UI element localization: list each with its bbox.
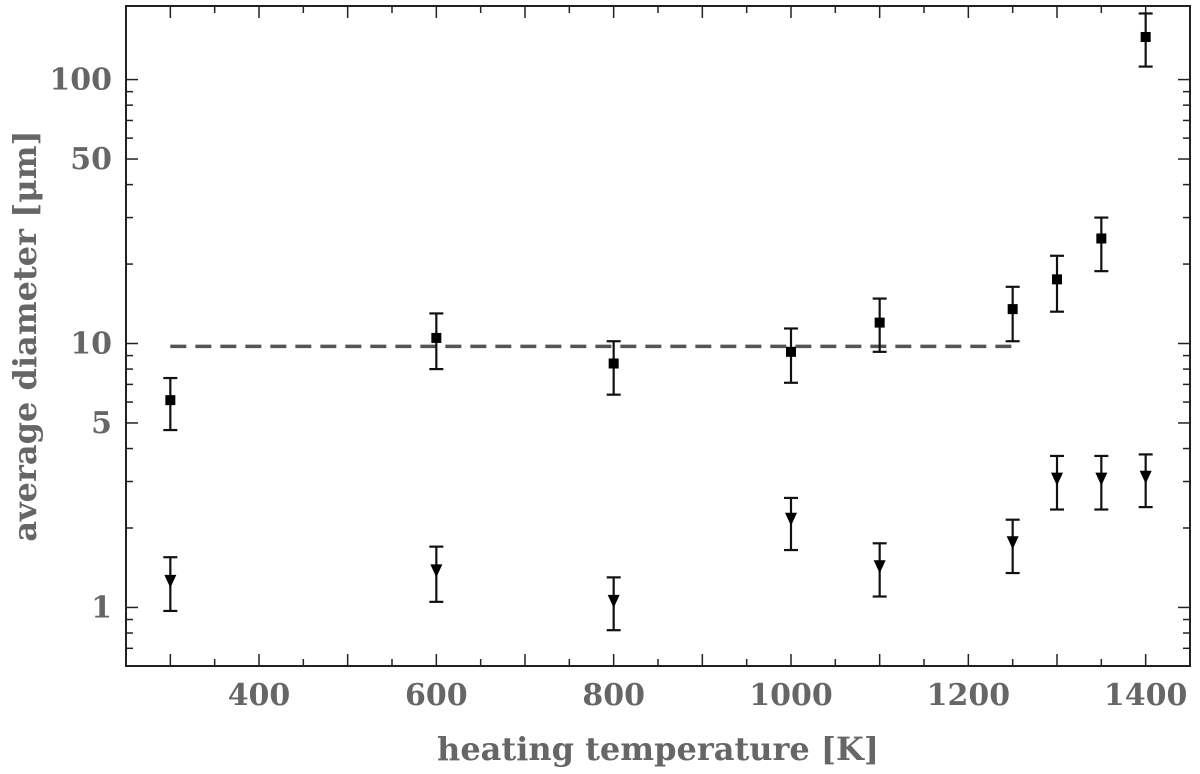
data-point-triangle	[1051, 472, 1063, 486]
y-tick-label: 1	[91, 590, 112, 625]
series-square	[163, 12, 1153, 432]
data-point-square	[608, 358, 619, 369]
y-tick-label: 100	[49, 63, 112, 98]
series-triangle-down	[163, 453, 1153, 632]
data-point-square	[1096, 233, 1107, 244]
data-point-square	[1007, 304, 1018, 315]
data-layer	[163, 12, 1153, 632]
data-point-square	[874, 317, 885, 328]
data-point-triangle	[607, 594, 620, 608]
plot-frame	[125, 5, 1191, 667]
data-point-triangle	[1095, 472, 1108, 486]
data-point-triangle	[873, 560, 886, 574]
data-point-square	[1140, 31, 1151, 42]
data-point-triangle	[164, 574, 177, 588]
data-point-square	[431, 332, 442, 343]
data-point-triangle	[785, 512, 797, 526]
data-point-triangle	[430, 564, 443, 578]
x-tick-label: 400	[228, 678, 291, 713]
ticks-layer: 400 600 800 1000 1200 1400 1 5 10 50 100	[49, 6, 1190, 713]
y-axis-label: average diameter [μm]	[6, 130, 44, 541]
x-tick-label: 600	[405, 678, 468, 713]
x-tick-label: 1200	[927, 678, 1011, 713]
x-tick-label: 1000	[749, 678, 833, 713]
data-point-triangle	[1006, 536, 1019, 550]
data-point-square	[1052, 274, 1062, 285]
data-point-triangle	[1139, 470, 1152, 484]
x-tick-label: 800	[582, 678, 645, 713]
y-tick-label: 10	[70, 327, 112, 362]
x-tick-label: 1400	[1104, 678, 1188, 713]
data-point-square	[165, 395, 176, 406]
data-point-square	[786, 346, 796, 357]
error-bar	[1094, 216, 1109, 273]
x-axis-label: heating temperature [K]	[437, 730, 879, 768]
y-tick-label: 50	[70, 142, 112, 177]
y-tick-label: 5	[91, 406, 112, 441]
